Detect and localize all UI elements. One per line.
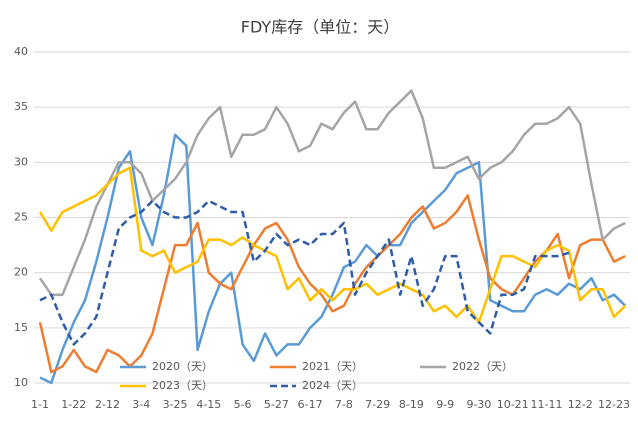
x-tick-label: 5-6 [234, 398, 252, 411]
x-tick-label: 12-23 [598, 398, 630, 411]
x-tick-label: 12-2 [568, 398, 593, 411]
y-tick-label: 15 [14, 321, 28, 334]
x-tick-label: 6-17 [298, 398, 323, 411]
x-tick-label: 7-8 [335, 398, 353, 411]
series-line [38, 89, 626, 296]
x-tick-label: 2-12 [95, 398, 120, 411]
x-tick-label: 10-21 [497, 398, 529, 411]
x-tick-label: 4-15 [196, 398, 221, 411]
legend-label: 2022（天） [452, 360, 513, 373]
y-tick-label: 20 [14, 266, 28, 279]
y-tick-label: 40 [14, 45, 28, 58]
x-tick-label: 8-19 [399, 398, 424, 411]
series-line [38, 194, 626, 374]
series-line [38, 166, 627, 324]
x-tick-label: 9-9 [436, 398, 454, 411]
y-tick-label: 10 [14, 376, 28, 389]
x-tick-label: 9-30 [466, 398, 491, 411]
y-tick-label: 30 [14, 155, 28, 168]
legend-label: 2023（天） [152, 379, 213, 392]
legend-label: 2020（天） [152, 360, 213, 373]
x-tick-label: 3-25 [163, 398, 188, 411]
x-tick-label: 7-29 [365, 398, 390, 411]
series-line [39, 133, 627, 385]
x-tick-label: 1-1 [31, 398, 49, 411]
y-tick-label: 25 [14, 211, 28, 224]
y-tick-label: 35 [14, 100, 28, 113]
x-tick-label: 11-11 [530, 398, 562, 411]
x-tick-label: 5-27 [264, 398, 289, 411]
x-tick-label: 1-22 [61, 398, 86, 411]
chart-title: FDY库存（单位：天） [241, 18, 399, 37]
legend-label: 2021（天） [302, 360, 363, 373]
legend-label: 2024（天） [302, 379, 363, 392]
x-tick-label: 3-4 [132, 398, 150, 411]
series-line [39, 199, 570, 346]
